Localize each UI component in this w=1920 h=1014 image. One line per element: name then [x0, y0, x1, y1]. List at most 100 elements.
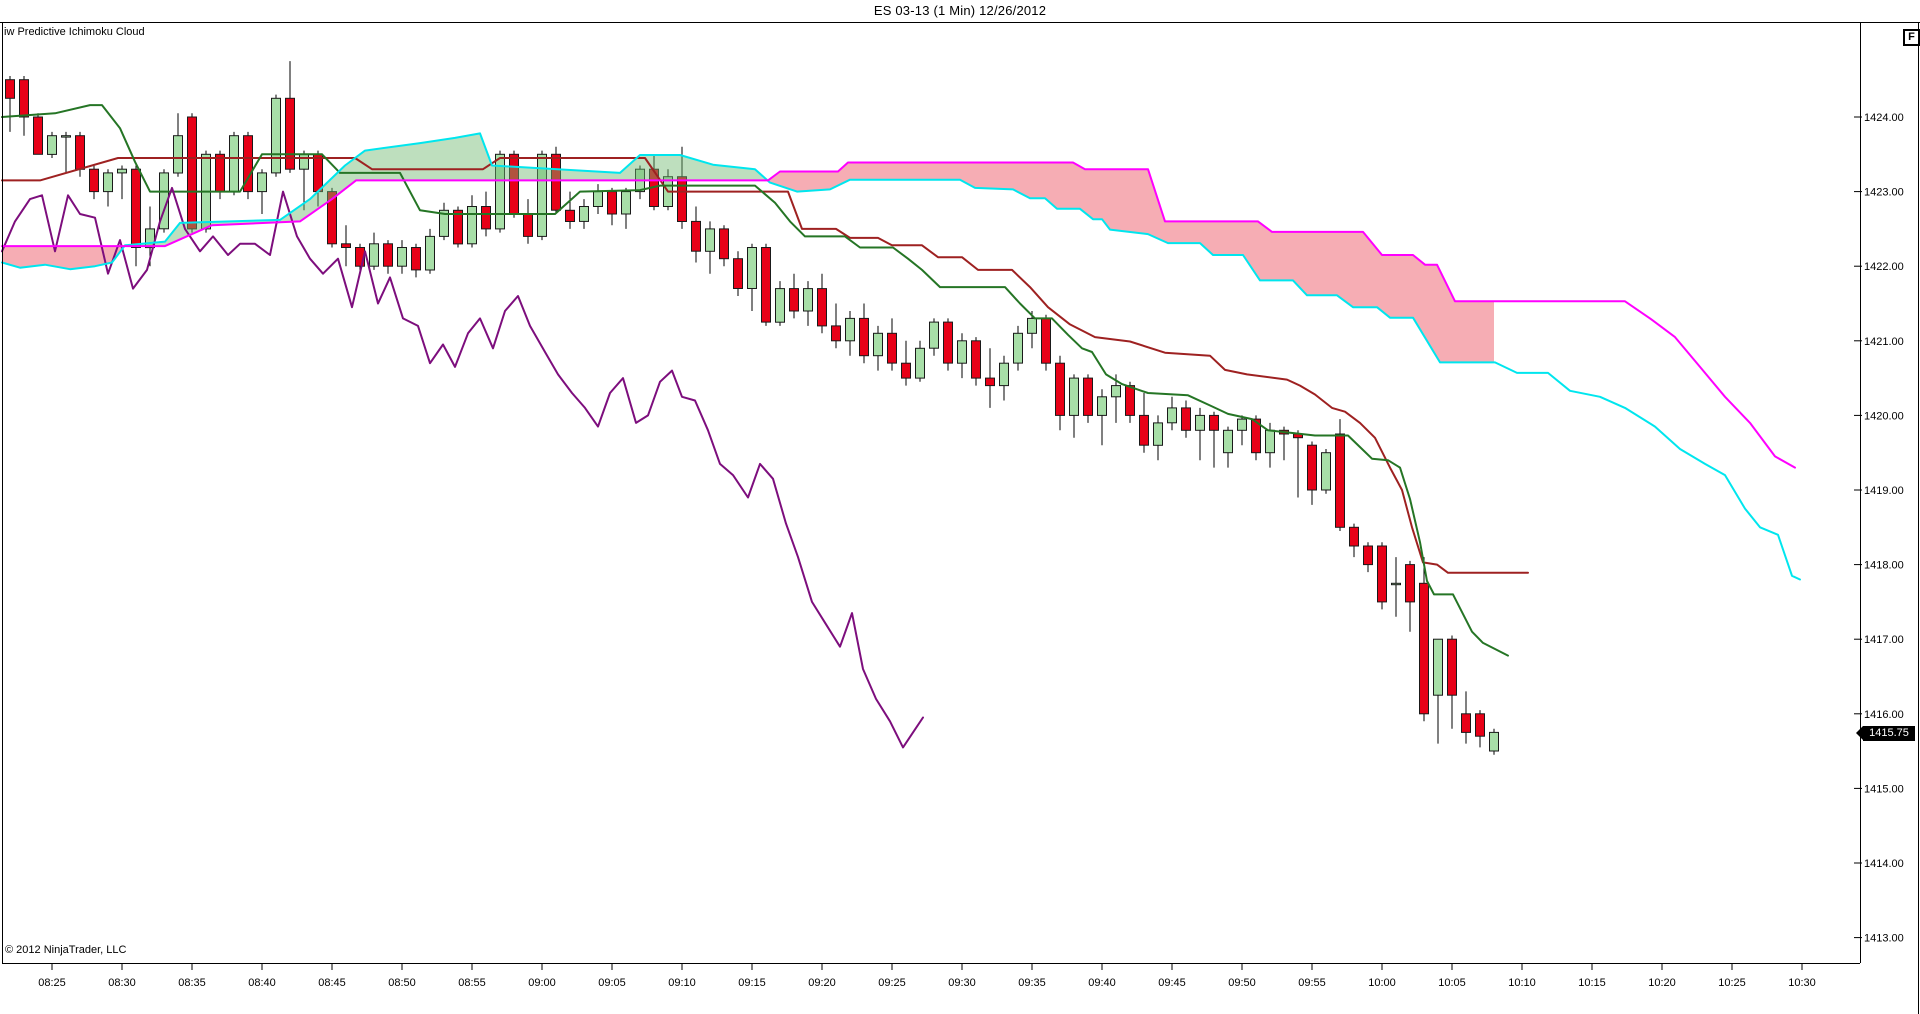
- candle-09:14: [733, 258, 743, 290]
- candle-09:06: [621, 191, 631, 215]
- price-label: 1423.00: [1864, 187, 1904, 199]
- time-label: 09:55: [1298, 977, 1326, 989]
- candle-09:00: [537, 153, 547, 237]
- candle-10:07: [1475, 713, 1485, 737]
- candle-08:24: [33, 116, 43, 155]
- candle-09:48: [1209, 414, 1219, 431]
- time-label: 09:30: [948, 977, 976, 989]
- time-label: 10:05: [1438, 977, 1466, 989]
- candle-08:33: [159, 172, 169, 230]
- candle-10:06: [1461, 713, 1471, 733]
- candle-10:02: [1405, 564, 1415, 603]
- price-label: 1419.00: [1864, 485, 1904, 497]
- cloud-bearish-region: [768, 162, 1494, 363]
- candle-10:04: [1433, 638, 1443, 696]
- chikou-span-line: [1, 186, 924, 749]
- candle-08:25: [47, 135, 57, 155]
- candle-08:50: [397, 247, 407, 267]
- candle-08:43: [299, 153, 309, 170]
- time-label: 09:00: [528, 977, 556, 989]
- cloud-bearish-region: [2, 246, 124, 270]
- time-label: 09:20: [808, 977, 836, 989]
- candle-08:55: [467, 206, 477, 245]
- candle-08:58: [509, 153, 519, 215]
- time-label: 10:30: [1788, 977, 1816, 989]
- time-label: 10:10: [1508, 977, 1536, 989]
- candle-10:01: [1391, 582, 1401, 586]
- candle-08:42: [285, 97, 295, 170]
- candle-09:51: [1251, 418, 1261, 454]
- candle-09:18: [789, 288, 799, 312]
- candle-09:25: [887, 332, 897, 364]
- candle-09:57: [1335, 433, 1345, 528]
- time-label: 08:35: [178, 977, 206, 989]
- candle-09:15: [747, 247, 757, 289]
- time-label: 10:00: [1368, 977, 1396, 989]
- time-label: 09:25: [878, 977, 906, 989]
- candle-09:05: [607, 191, 617, 215]
- candle-09:26: [901, 362, 911, 379]
- copyright-label: © 2012 NinjaTrader, LLC: [5, 944, 127, 956]
- ichimoku-cloud-layer: [2, 133, 1494, 363]
- candle-08:57: [495, 153, 505, 230]
- candle-09:27: [915, 347, 925, 379]
- candle-08:26: [61, 135, 71, 138]
- time-label: 09:35: [1018, 977, 1046, 989]
- candle-08:49: [383, 243, 393, 267]
- price-label: 1413.00: [1864, 933, 1904, 945]
- time-axis[interactable]: 08:25 08:30 08:35 08:40 08:45 08:50 08:55 09:00…: [38, 963, 1816, 989]
- candle-09:22: [845, 317, 855, 342]
- candle-09:17: [775, 288, 785, 323]
- candle-09:20: [817, 288, 827, 327]
- candle-08:53: [439, 209, 449, 237]
- time-label: 10:25: [1718, 977, 1746, 989]
- candle-09:21: [831, 325, 841, 342]
- time-label: 09:50: [1228, 977, 1256, 989]
- candle-09:30: [957, 340, 967, 364]
- candle-09:33: [999, 362, 1009, 387]
- price-label: 1416.00: [1864, 709, 1904, 721]
- price-axis[interactable]: 1424.00 1423.00 1422.00 1421.00 1420.00 1419.…: [1854, 112, 1904, 945]
- time-label: 08:40: [248, 977, 276, 989]
- chart-title: ES 03-13 (1 Min) 12/26/2012: [873, 3, 1047, 18]
- time-label: 08:45: [318, 977, 346, 989]
- candles-layer: [5, 61, 1499, 755]
- time-label: 10:20: [1648, 977, 1676, 989]
- candle-09:32: [985, 377, 995, 387]
- candle-09:55: [1307, 444, 1317, 491]
- candle-10:00: [1377, 545, 1387, 603]
- candle-09:45: [1167, 407, 1177, 424]
- price-label: 1421.00: [1864, 336, 1904, 348]
- candle-09:01: [551, 153, 561, 211]
- panel-f-button[interactable]: F: [1903, 29, 1920, 46]
- candle-09:12: [705, 228, 715, 252]
- price-label: 1424.00: [1864, 112, 1904, 124]
- candle-10:08: [1489, 731, 1499, 752]
- candle-08:41: [271, 97, 281, 174]
- candle-09:46: [1181, 407, 1191, 431]
- candle-09:50: [1237, 418, 1247, 431]
- price-label: 1417.00: [1864, 634, 1904, 646]
- candle-09:59: [1363, 545, 1373, 566]
- candle-08:51: [411, 247, 421, 271]
- candle-09:23: [859, 317, 869, 357]
- candle-08:52: [425, 235, 435, 271]
- candle-09:38: [1069, 377, 1079, 416]
- indicator-lines: [1, 104, 1801, 749]
- candle-08:46: [341, 243, 351, 249]
- price-label: 1420.00: [1864, 410, 1904, 422]
- candle-09:35: [1027, 317, 1037, 334]
- price-label: 1415.00: [1864, 783, 1904, 795]
- candle-08:44: [313, 153, 323, 193]
- candle-08:27: [75, 135, 85, 170]
- candle-08:29: [103, 172, 113, 193]
- kijun-sen-line: [1, 157, 1529, 574]
- candle-09:34: [1013, 332, 1023, 364]
- candle-08:34: [173, 135, 183, 174]
- candle-09:49: [1223, 429, 1233, 454]
- time-label: 09:45: [1158, 977, 1186, 989]
- time-label: 09:10: [668, 977, 696, 989]
- candle-09:42: [1125, 385, 1135, 416]
- time-label: 09:15: [738, 977, 766, 989]
